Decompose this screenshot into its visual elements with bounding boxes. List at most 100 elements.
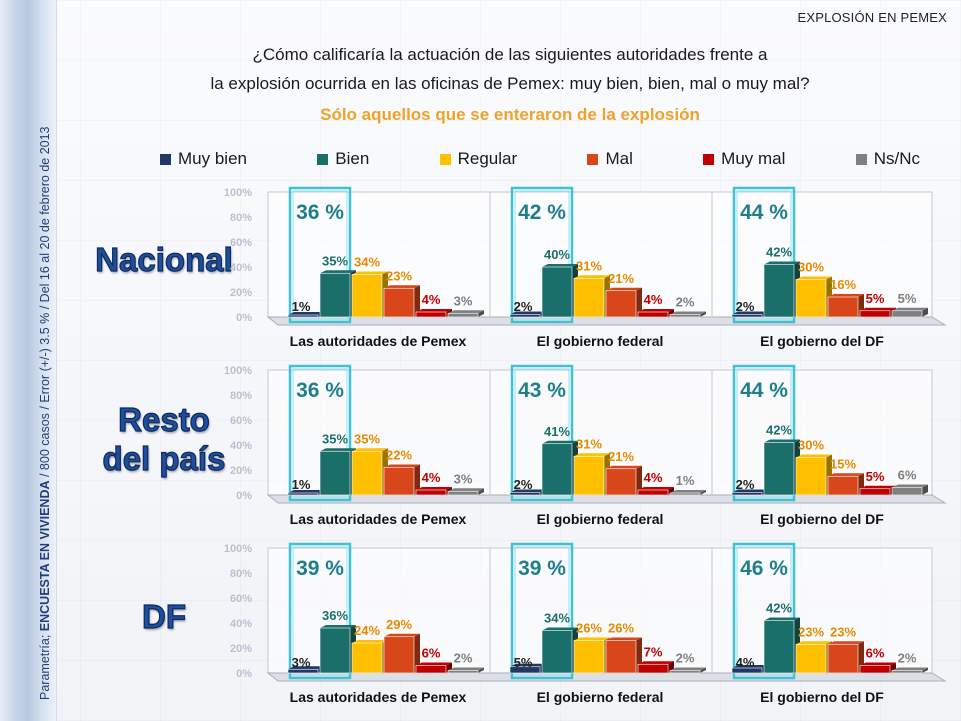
bar-top xyxy=(542,627,578,631)
highlight-box-inner xyxy=(736,368,792,498)
bar xyxy=(573,455,605,496)
y-axis-tick: 80% xyxy=(230,212,252,224)
bar xyxy=(795,279,827,318)
bar xyxy=(287,314,319,318)
highlight-box xyxy=(288,364,352,502)
bar-top xyxy=(416,309,452,312)
legend-item-muy-mal: Muy mal xyxy=(703,149,785,169)
bar-top xyxy=(670,490,706,493)
bar xyxy=(731,314,763,318)
legend-label: Regular xyxy=(457,149,518,168)
bar-top xyxy=(288,312,324,315)
bar-side xyxy=(414,285,420,317)
bar-value-label: 21% xyxy=(608,271,634,286)
bar-value-label: 6% xyxy=(866,646,885,661)
bar xyxy=(605,468,637,496)
question-line-2: la explosión ocurrida en las oficinas de… xyxy=(210,74,810,93)
positive-total-label: 39 % xyxy=(296,557,344,580)
highlight-box xyxy=(288,542,352,680)
panel-title: Las autoridades de Pemex xyxy=(290,689,467,705)
bar xyxy=(891,670,923,674)
bar-top xyxy=(860,662,896,666)
legend-label: Bien xyxy=(335,149,370,168)
bar-value-label: 21% xyxy=(608,449,634,464)
bar-value-label: 15% xyxy=(830,456,856,471)
bar-value-label: 31% xyxy=(576,436,602,451)
bar-value-label: 5% xyxy=(866,469,885,484)
bar-top xyxy=(384,633,420,637)
bar-top xyxy=(638,487,674,490)
bar-top xyxy=(764,439,800,443)
bar-top xyxy=(892,667,928,671)
y-axis-tick: 0% xyxy=(236,668,252,680)
bar-top xyxy=(828,641,864,645)
legend-label: Muy mal xyxy=(721,149,786,168)
bar-top xyxy=(320,270,356,274)
sidebar-band: Parametría; ENCUESTA EN VIVIENDA / 800 c… xyxy=(0,0,57,721)
legend-swatch xyxy=(317,153,329,165)
bar-top xyxy=(606,465,642,469)
bar xyxy=(447,670,479,674)
bar-top xyxy=(670,667,706,671)
highlight-box xyxy=(732,542,796,680)
section-tag: EXPLOSIÓN EN PEMEX xyxy=(797,10,947,25)
bar-value-label: 2% xyxy=(514,299,533,314)
bar-value-label: 40% xyxy=(544,247,570,262)
bar-top xyxy=(416,662,452,666)
legend-item-mal: Mal xyxy=(587,149,633,169)
bar xyxy=(319,627,351,674)
legend-label: Mal xyxy=(605,149,633,168)
y-axis-tick: 100% xyxy=(224,365,252,377)
bar xyxy=(637,489,669,496)
row-label-nacional: Nacional xyxy=(95,240,234,278)
y-axis-tick: 40% xyxy=(230,440,252,452)
highlight-box-inner xyxy=(514,368,570,498)
highlight-box-inner xyxy=(292,368,348,498)
bar xyxy=(541,266,573,318)
bar xyxy=(605,640,637,674)
y-axis-tick: 60% xyxy=(230,593,252,605)
bar-top xyxy=(542,264,578,267)
question-line-1: ¿Cómo calificaría la actuación de las si… xyxy=(252,45,768,64)
legend-label: Ns/Nc xyxy=(873,149,920,168)
bar-top xyxy=(606,637,642,641)
bar-side xyxy=(700,667,706,673)
bar-top xyxy=(638,661,674,665)
y-axis-tick: 60% xyxy=(230,415,252,427)
bar-value-label: 35% xyxy=(322,253,348,268)
plot-floor xyxy=(266,494,947,504)
bar-value-label: 5% xyxy=(866,291,885,306)
bar xyxy=(573,277,605,318)
bar-top xyxy=(574,453,610,457)
y-axis-tick: 80% xyxy=(230,390,252,402)
chart-legend: Muy bien Bien Regular Mal Muy mal Ns/Nc xyxy=(160,148,920,170)
bar xyxy=(731,667,763,674)
bar-top xyxy=(416,487,452,490)
bar xyxy=(383,636,415,674)
bar-value-label: 24% xyxy=(354,623,380,638)
bar-side xyxy=(636,465,642,495)
bar-side xyxy=(922,667,928,673)
bar-value-label: 2% xyxy=(676,651,695,666)
positive-total-label: 44 % xyxy=(740,379,788,402)
bar xyxy=(287,668,319,674)
bar-top xyxy=(828,294,864,297)
bar-value-label: 1% xyxy=(292,299,311,314)
bar-value-label: 3% xyxy=(454,471,473,486)
bar-top xyxy=(352,448,388,452)
bar-value-label: 6% xyxy=(422,646,441,661)
bar-top xyxy=(732,311,768,315)
bar xyxy=(763,264,795,318)
bar-value-label: 16% xyxy=(830,277,856,292)
panel-title: Las autoridades de Pemex xyxy=(290,511,467,527)
bar-value-label: 29% xyxy=(386,617,412,632)
bar-value-label: 26% xyxy=(576,621,602,636)
bar xyxy=(859,665,891,674)
bar-side xyxy=(668,309,674,317)
y-axis-tick: 0% xyxy=(236,490,252,502)
positive-total-label: 46 % xyxy=(740,557,788,580)
positive-total-label: 44 % xyxy=(740,201,788,224)
bar xyxy=(447,312,479,318)
y-axis-tick: 40% xyxy=(230,618,252,630)
bar-top xyxy=(384,285,420,289)
